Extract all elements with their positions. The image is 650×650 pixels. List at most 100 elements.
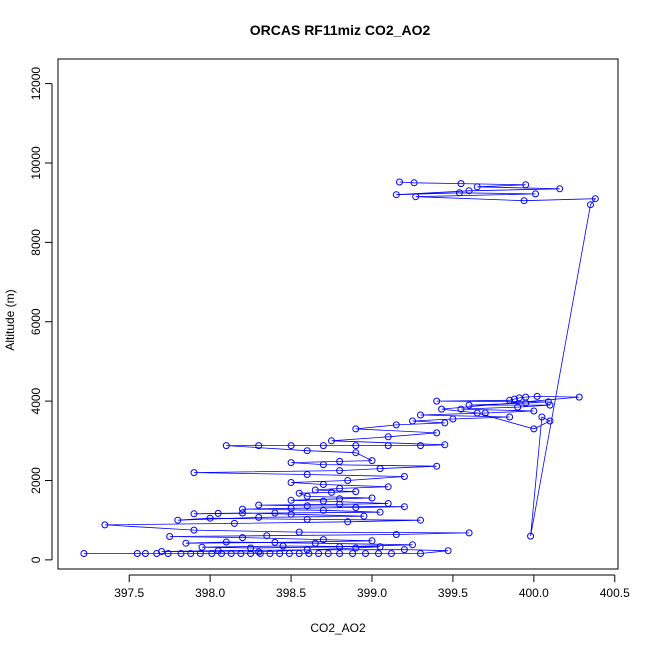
data-point bbox=[198, 543, 206, 551]
y-axis: 0 2000 4000 6000 8000 10000 12000 bbox=[29, 67, 53, 563]
data-point bbox=[522, 181, 530, 189]
data-point bbox=[303, 447, 311, 455]
data-point bbox=[387, 550, 395, 557]
data-point bbox=[546, 417, 554, 425]
data-point bbox=[303, 492, 311, 500]
data-point bbox=[158, 548, 166, 555]
data-point bbox=[319, 536, 327, 544]
data-point bbox=[311, 486, 319, 494]
data-point bbox=[349, 550, 357, 557]
data-point bbox=[255, 513, 263, 521]
data-point bbox=[400, 503, 408, 511]
data-point bbox=[465, 187, 473, 195]
data-point bbox=[222, 442, 230, 450]
data-point bbox=[417, 550, 424, 557]
data-point bbox=[287, 459, 295, 467]
data-point bbox=[182, 539, 190, 547]
x-tick-label: 400.0 bbox=[519, 586, 549, 600]
data-point bbox=[544, 398, 552, 406]
data-point bbox=[271, 509, 279, 517]
data-point bbox=[433, 397, 441, 405]
data-point bbox=[441, 441, 449, 449]
data-point bbox=[506, 413, 514, 421]
data-point bbox=[287, 504, 295, 512]
data-point bbox=[206, 514, 214, 522]
data-point bbox=[237, 550, 245, 557]
data-point bbox=[164, 550, 172, 557]
data-point bbox=[392, 531, 400, 538]
data-point bbox=[444, 547, 452, 555]
data-point bbox=[368, 494, 376, 502]
data-point bbox=[376, 543, 384, 551]
data-point bbox=[392, 191, 400, 199]
data-point bbox=[239, 534, 246, 542]
data-point bbox=[177, 550, 185, 557]
data-point bbox=[196, 550, 204, 557]
data-point bbox=[336, 543, 344, 551]
data-point bbox=[311, 539, 319, 547]
data-point bbox=[190, 469, 198, 477]
data-point bbox=[376, 508, 384, 516]
chart-title: ORCAS RF11miz CO2_AO2 bbox=[250, 22, 431, 38]
data-point bbox=[400, 473, 408, 480]
data-point bbox=[556, 185, 564, 193]
data-point bbox=[392, 421, 400, 429]
data-point bbox=[336, 467, 344, 475]
data-point bbox=[417, 411, 424, 419]
data-point bbox=[533, 392, 541, 400]
data-point bbox=[285, 550, 293, 557]
data-point bbox=[417, 442, 424, 450]
data-point bbox=[506, 396, 514, 404]
data-point bbox=[433, 462, 441, 470]
data-point bbox=[384, 483, 392, 491]
data-point bbox=[222, 538, 230, 546]
data-point bbox=[433, 429, 441, 437]
data-point bbox=[319, 506, 327, 514]
data-point bbox=[352, 488, 360, 496]
data-point bbox=[227, 550, 235, 557]
data-point bbox=[510, 395, 518, 403]
data-point bbox=[409, 541, 416, 549]
data-point bbox=[368, 537, 376, 545]
data-point bbox=[190, 526, 198, 534]
data-point bbox=[255, 548, 263, 556]
data-point bbox=[417, 516, 424, 524]
data-point bbox=[384, 433, 392, 441]
data-point bbox=[319, 461, 327, 469]
data-point bbox=[530, 407, 538, 415]
data-point bbox=[532, 190, 539, 198]
data-point bbox=[457, 180, 465, 188]
data-point bbox=[266, 550, 274, 557]
data-point bbox=[271, 538, 279, 546]
plot-frame bbox=[57, 58, 619, 570]
data-point bbox=[303, 546, 311, 554]
y-axis-label: Altitude (m) bbox=[3, 289, 17, 350]
data-point bbox=[520, 197, 528, 205]
data-point bbox=[166, 533, 174, 540]
x-axis-label: CO2_AO2 bbox=[310, 621, 366, 635]
data-point bbox=[368, 457, 376, 465]
data-point bbox=[457, 405, 465, 413]
data-point bbox=[336, 484, 344, 492]
data-point bbox=[396, 178, 403, 186]
data-point bbox=[239, 505, 246, 513]
data-point bbox=[305, 550, 313, 557]
data-point bbox=[255, 501, 263, 509]
x-tick-label: 398.0 bbox=[195, 586, 225, 600]
y-tick-label: 10000 bbox=[29, 146, 43, 180]
data-point bbox=[214, 547, 222, 555]
data-point bbox=[255, 442, 263, 450]
data-point bbox=[587, 201, 594, 209]
data-point bbox=[336, 550, 344, 557]
data-point bbox=[287, 479, 295, 486]
data-point bbox=[247, 544, 255, 552]
data-point bbox=[481, 409, 489, 417]
x-tick-label: 397.5 bbox=[114, 586, 144, 600]
data-point bbox=[263, 532, 271, 540]
series-line bbox=[83, 181, 597, 554]
data-point bbox=[352, 442, 360, 450]
data-point bbox=[375, 550, 382, 557]
data-point bbox=[295, 489, 303, 497]
data-point bbox=[80, 550, 88, 557]
